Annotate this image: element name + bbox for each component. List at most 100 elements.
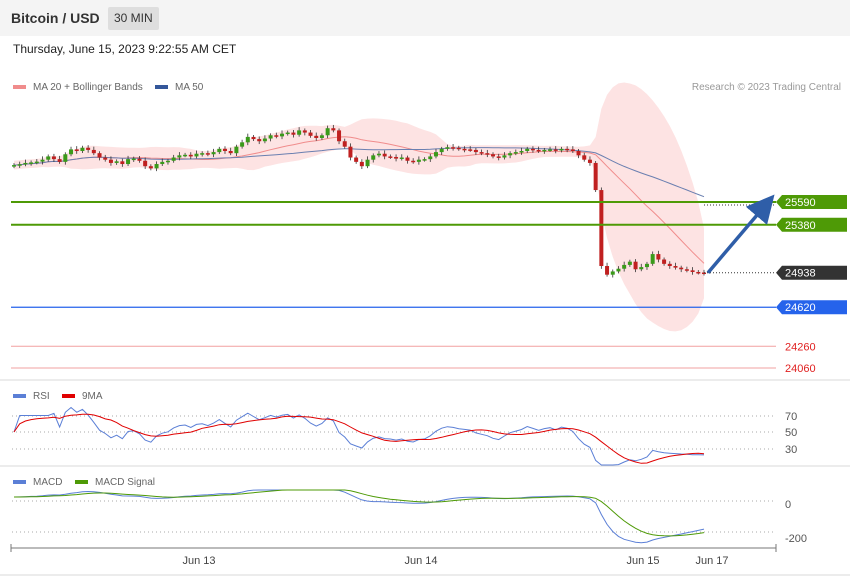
candle-body — [120, 161, 125, 165]
candle-body — [74, 149, 79, 152]
candle-body — [639, 267, 644, 270]
candles — [12, 124, 706, 278]
candle-body — [183, 154, 188, 157]
candle-body — [582, 155, 587, 160]
candle-body — [126, 159, 131, 165]
candle-body — [667, 263, 672, 267]
candle-body — [422, 159, 427, 161]
x-axis: Jun 13 Jun 14 Jun 15 Jun 17 — [10, 544, 777, 567]
price-level-25380: 25380 — [11, 217, 847, 232]
candle-body — [200, 153, 205, 155]
candle-body — [51, 156, 56, 160]
candle-body — [12, 165, 16, 167]
main-legend: MA 20 + Bollinger Bands MA 50 — [13, 82, 204, 93]
candle-body — [684, 269, 689, 271]
x-tick-jun13: Jun 13 — [182, 555, 215, 567]
candle-body — [331, 128, 336, 131]
price-level-24620: 24620 — [11, 300, 847, 315]
candle-body — [428, 156, 433, 160]
candle-body — [656, 254, 661, 260]
price-level-24260: 24260 — [11, 341, 816, 353]
candle-body — [251, 136, 256, 140]
legend-swatch-rsi — [13, 394, 26, 398]
candle-body — [610, 271, 615, 275]
x-tick-jun14: Jun 14 — [404, 555, 437, 567]
candle-body — [365, 159, 370, 167]
candle-body — [508, 153, 513, 156]
candle-body — [337, 130, 342, 142]
candle-body — [240, 142, 245, 147]
legend-swatch-macd-signal — [75, 480, 88, 484]
candle-body — [262, 138, 267, 142]
candle-body — [40, 159, 45, 162]
candle-body — [160, 161, 165, 165]
price-level-25590: 25590 — [11, 195, 847, 209]
level-label: 24060 — [785, 363, 816, 375]
candle-body — [80, 147, 85, 152]
candle-body — [536, 149, 541, 152]
candle-body — [143, 160, 148, 167]
candle-body — [234, 146, 239, 154]
candle-body — [513, 152, 518, 154]
macd-signal-series — [14, 489, 705, 537]
moving-averages — [13, 136, 705, 264]
candle-body — [593, 162, 598, 191]
candle-body — [559, 148, 564, 151]
macd-legend: MACD MACD Signal — [13, 477, 155, 488]
legend-ma50: MA 50 — [175, 82, 204, 93]
price-level-24938: 24938 — [704, 265, 847, 280]
candle-body — [285, 132, 290, 135]
candle-body — [228, 151, 233, 154]
macd-tick-neg200: -200 — [785, 533, 807, 545]
candle-body — [696, 271, 701, 274]
legend-swatch-ma50 — [155, 85, 168, 89]
candle-body — [496, 156, 501, 158]
candle-body — [394, 156, 399, 159]
candle-body — [622, 264, 627, 269]
candle-body — [46, 156, 51, 160]
candle-body — [314, 135, 319, 138]
candle-body — [348, 146, 353, 158]
candle-body — [662, 259, 667, 264]
candle-body — [205, 153, 210, 155]
candle-body — [456, 147, 461, 150]
timeframe-badge[interactable]: 30 MIN — [108, 7, 159, 30]
candle-body — [29, 162, 34, 164]
candle-body — [433, 152, 438, 157]
candle-body — [502, 155, 507, 158]
candle-body — [308, 132, 313, 136]
x-tick-jun17: Jun 17 — [695, 555, 728, 567]
level-label: 24260 — [785, 341, 816, 353]
candle-body — [188, 154, 193, 157]
candle-body — [165, 160, 170, 163]
price-levels: 25590 25380 24938 24620 24260 24060 — [11, 195, 847, 375]
legend-rsi: RSI — [33, 391, 50, 402]
candle-body — [451, 147, 456, 149]
candle-body — [599, 190, 604, 267]
candle-body — [91, 149, 96, 154]
legend-9ma: 9MA — [82, 391, 103, 402]
candle-body — [616, 268, 621, 272]
candle-body — [131, 158, 136, 161]
rsi-9ma-series — [13, 413, 705, 464]
candle-body — [302, 130, 307, 133]
candle-body — [627, 261, 632, 265]
candle-body — [103, 157, 108, 160]
legend-ma20: MA 20 + Bollinger Bands — [33, 82, 143, 93]
candle-body — [222, 148, 227, 152]
ma50-line — [13, 147, 705, 198]
candle-body — [177, 155, 182, 158]
candle-body — [548, 149, 553, 151]
price-level-24060: 24060 — [11, 363, 816, 375]
candle-body — [382, 153, 387, 157]
candle-body — [399, 157, 404, 160]
candle-body — [679, 267, 684, 270]
candle-body — [194, 153, 199, 157]
level-tag — [776, 217, 847, 232]
candle-body — [211, 152, 216, 155]
legend-swatch-ma20 — [13, 85, 26, 89]
legend-macd-signal: MACD Signal — [95, 477, 155, 488]
macd-tick-0: 0 — [785, 499, 791, 511]
